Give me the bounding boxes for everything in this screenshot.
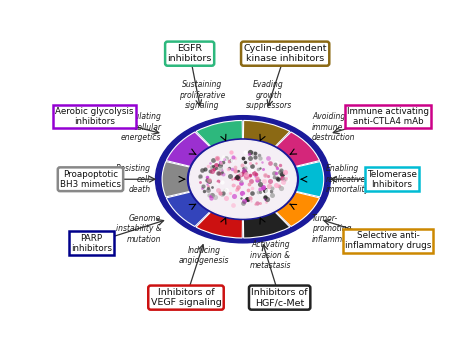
Text: Avoiding
immune
destruction: Avoiding immune destruction — [312, 112, 356, 142]
Wedge shape — [166, 132, 211, 167]
Text: Telomerase
Inhibitors: Telomerase Inhibitors — [367, 170, 417, 189]
Text: Deregulating
cellular
energetics: Deregulating cellular energetics — [111, 112, 161, 142]
Wedge shape — [274, 192, 319, 227]
Text: EGFR
inhibitors: EGFR inhibitors — [167, 44, 212, 64]
Text: Enabling
replicative
immortality: Enabling replicative immortality — [326, 164, 370, 194]
Text: Inducing
angiogenesis: Inducing angiogenesis — [179, 246, 229, 265]
Text: Aerobic glycolysis
inhibitors: Aerobic glycolysis inhibitors — [55, 107, 133, 126]
Wedge shape — [243, 120, 290, 148]
Text: Tumor-
promoting
inflammation: Tumor- promoting inflammation — [312, 214, 362, 244]
Text: Sustaining
proliferative
signaling: Sustaining proliferative signaling — [179, 80, 225, 110]
Wedge shape — [166, 192, 211, 227]
Wedge shape — [196, 211, 243, 238]
Text: Cyclin-dependent
kinase inhibitors: Cyclin-dependent kinase inhibitors — [244, 44, 327, 64]
Text: Evading
growth
suppressors: Evading growth suppressors — [246, 80, 292, 110]
Wedge shape — [243, 211, 290, 238]
Text: Selective anti-
inflammatory drugs: Selective anti- inflammatory drugs — [345, 231, 431, 251]
Text: Immune activating
anti-CTLA4 mAb: Immune activating anti-CTLA4 mAb — [347, 107, 429, 126]
Text: PARP
inhibitors: PARP inhibitors — [71, 234, 112, 253]
Wedge shape — [162, 162, 192, 197]
Wedge shape — [196, 120, 243, 148]
Text: Resisting
cell
death: Resisting cell death — [115, 164, 150, 194]
Text: Proapoptotic
BH3 mimetics: Proapoptotic BH3 mimetics — [60, 170, 121, 189]
Text: Activating
invasion &
metastasis: Activating invasion & metastasis — [250, 240, 291, 270]
Text: Inhibitors of
VEGF signaling: Inhibitors of VEGF signaling — [151, 288, 221, 307]
Wedge shape — [294, 162, 324, 197]
Circle shape — [190, 141, 296, 218]
Wedge shape — [274, 132, 319, 167]
Circle shape — [155, 116, 330, 243]
Text: Genome
instability &
mutation: Genome instability & mutation — [116, 214, 161, 244]
Circle shape — [187, 139, 299, 220]
Text: Inhibitors of
HGF/c-Met: Inhibitors of HGF/c-Met — [251, 288, 308, 307]
